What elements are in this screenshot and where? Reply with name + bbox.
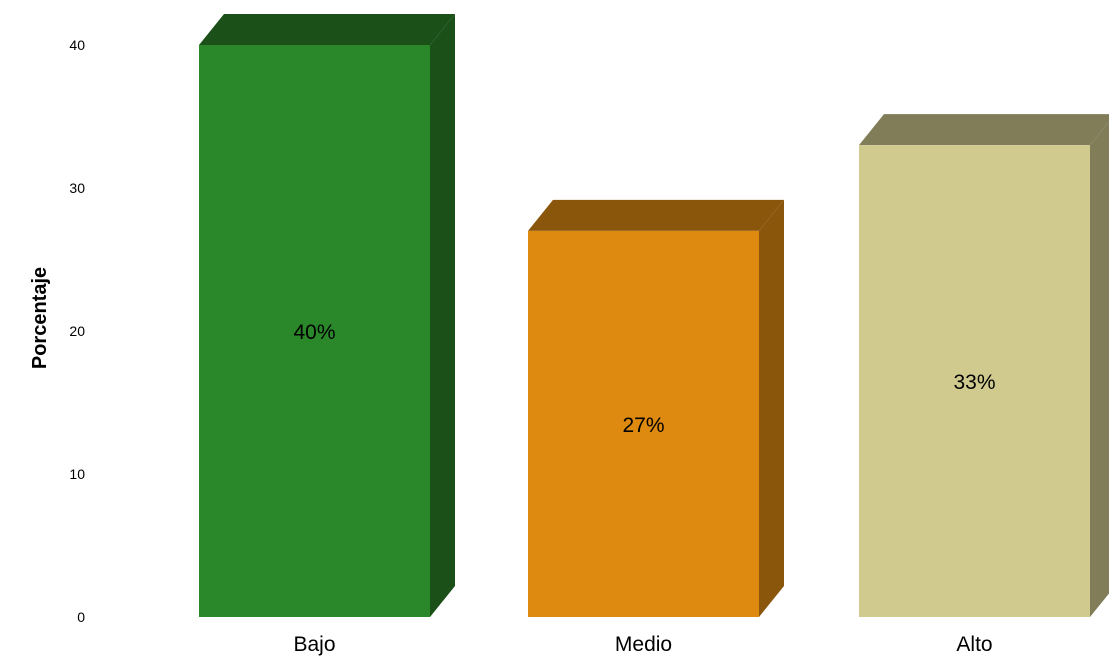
y-tick-label: 10: [69, 466, 85, 482]
y-tick-label: 0: [77, 609, 85, 625]
bar-front-face: [528, 230, 759, 617]
bar-front-face: [859, 145, 1090, 617]
x-axis-categories: Bajo Medio Alto: [293, 633, 992, 656]
bar-side-face: [1090, 121, 1109, 617]
bar-data-label: 33%: [953, 371, 995, 394]
bar-side-face: [759, 199, 784, 617]
bar-alto: 33%: [859, 114, 1109, 617]
bars: 40% 27% 33%: [199, 14, 1109, 617]
x-category-label: Medio: [615, 633, 672, 656]
x-category-label: Bajo: [293, 633, 335, 656]
bar-top-face: [859, 114, 1109, 146]
bar-data-label: 27%: [622, 414, 664, 437]
bar-front-face: [199, 45, 430, 617]
x-category-label: Alto: [956, 633, 992, 656]
bar-top-face: [528, 199, 784, 231]
bar-top-face: [199, 14, 455, 45]
y-tick-label: 40: [69, 37, 85, 53]
y-axis-ticks: 0 10 20 30 40: [69, 37, 85, 625]
bar-bajo: 40%: [199, 14, 455, 617]
bar-data-label: 40%: [293, 321, 335, 344]
bar-side-face: [430, 14, 455, 617]
bar-medio: 27%: [528, 199, 784, 617]
y-tick-label: 20: [69, 323, 85, 339]
y-axis-label: Porcentaje: [29, 267, 51, 369]
y-tick-label: 30: [69, 180, 85, 196]
